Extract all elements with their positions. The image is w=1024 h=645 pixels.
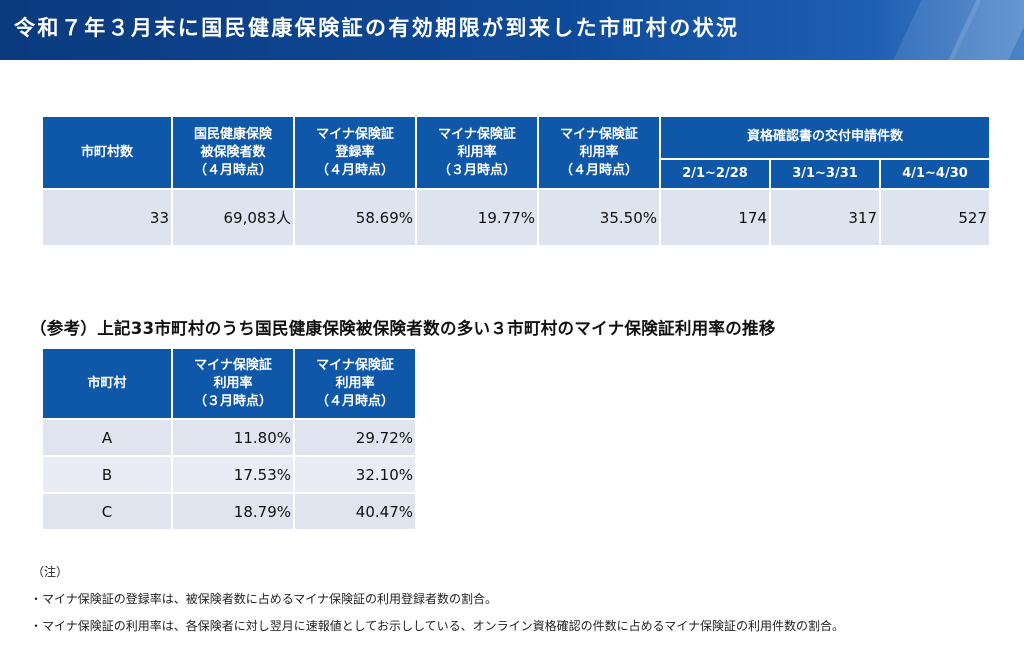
header-line: （４月時点） (315, 393, 394, 409)
header-line: 国民健康保険 (193, 126, 272, 142)
cell-municipality: B (43, 457, 171, 492)
header-line: （３月時点） (437, 162, 516, 178)
cell-usage-rate-april: 35.50% (539, 190, 659, 245)
header-line: マイナ保険証 (438, 126, 516, 142)
header-period-mar: 3/1~3/31 (771, 159, 879, 188)
header-registration-rate: マイナ保険証 登録率 （４月時点） (295, 117, 415, 188)
header-line: マイナ保険証 (316, 126, 394, 142)
header-usage-rate-march: マイナ保険証 利用率 （３月時点） (417, 117, 537, 188)
table-row: C 18.79% 40.47% (43, 494, 415, 529)
cell-usage-rate-march: 19.77% (417, 190, 537, 245)
header-line: マイナ保険証 (560, 126, 638, 142)
table-row: 33 69,083人 58.69% 19.77% 35.50% 174 317 … (43, 190, 989, 245)
title-bar: 令和７年３月末に国民健康保険証の有効期限が到来した市町村の状況 (0, 0, 1024, 60)
page-title: 令和７年３月末に国民健康保険証の有効期限が到来した市町村の状況 (14, 16, 740, 40)
cell-usage-rate-april: 32.10% (295, 457, 415, 492)
cell-usage-rate-march: 18.79% (173, 494, 293, 529)
status-table: 市町村数 国民健康保険 被保険者数 （４月時点） マイナ保険証 登録率 （４月時… (41, 115, 991, 247)
header-line: 登録率 (335, 144, 375, 160)
cell-usage-rate-april: 29.72% (295, 420, 415, 455)
note-item: ・マイナ保険証の登録率は、被保険者数に占めるマイナ保険証の利用登録者数の割合。 (30, 592, 498, 606)
header-line: （３月時点） (193, 393, 272, 409)
header-insured-count: 国民健康保険 被保険者数 （４月時点） (173, 117, 293, 188)
reference-table: 市町村 マイナ保険証 利用率 （３月時点） マイナ保険証 利用率 （４月時点） … (41, 347, 417, 531)
header-line: 利用率 (335, 375, 375, 391)
header-municipalities: 市町村数 (43, 117, 171, 188)
cell-usage-rate-march: 17.53% (173, 457, 293, 492)
header-line: （４月時点） (315, 162, 394, 178)
notes: （注） ・マイナ保険証の登録率は、被保険者数に占めるマイナ保険証の利用登録者数の… (30, 565, 844, 645)
header-line: マイナ保険証 (316, 357, 394, 373)
cell-apps-apr: 527 (881, 190, 989, 245)
header-line: 利用率 (213, 375, 253, 391)
cell-municipality: C (43, 494, 171, 529)
header-line: （４月時点） (559, 162, 638, 178)
cell-registration-rate: 58.69% (295, 190, 415, 245)
note-item: ・マイナ保険証の利用率は、各保険者に対し翌月に速報値としてお示ししている、オンラ… (30, 619, 844, 633)
cell-insured: 69,083人 (173, 190, 293, 245)
reference-heading: （参考）上記33市町村のうち国民健康保険被保険者数の多い３市町村のマイナ保険証利… (30, 319, 776, 338)
header-period-feb: 2/1~2/28 (661, 159, 769, 188)
header-line: 利用率 (579, 144, 619, 160)
header-usage-rate-april: マイナ保険証 利用率 （４月時点） (539, 117, 659, 188)
header-municipality: 市町村 (43, 349, 171, 418)
header-applications: 資格確認書の交付申請件数 (661, 117, 989, 158)
cell-apps-feb: 174 (661, 190, 769, 245)
header-line: （４月時点） (193, 162, 272, 178)
cell-apps-mar: 317 (771, 190, 879, 245)
table-row: A 11.80% 29.72% (43, 420, 415, 455)
cell-usage-rate-march: 11.80% (173, 420, 293, 455)
header-usage-rate-march: マイナ保険証 利用率 （３月時点） (173, 349, 293, 418)
header-line: 利用率 (457, 144, 497, 160)
table-row: B 17.53% 32.10% (43, 457, 415, 492)
cell-usage-rate-april: 40.47% (295, 494, 415, 529)
header-line: 被保険者数 (200, 144, 266, 160)
header-usage-rate-april: マイナ保険証 利用率 （４月時点） (295, 349, 415, 418)
notes-label: （注） (32, 565, 69, 579)
cell-municipalities: 33 (43, 190, 171, 245)
header-period-apr: 4/1~4/30 (881, 159, 989, 188)
cell-municipality: A (43, 420, 171, 455)
header-line: マイナ保険証 (194, 357, 272, 373)
